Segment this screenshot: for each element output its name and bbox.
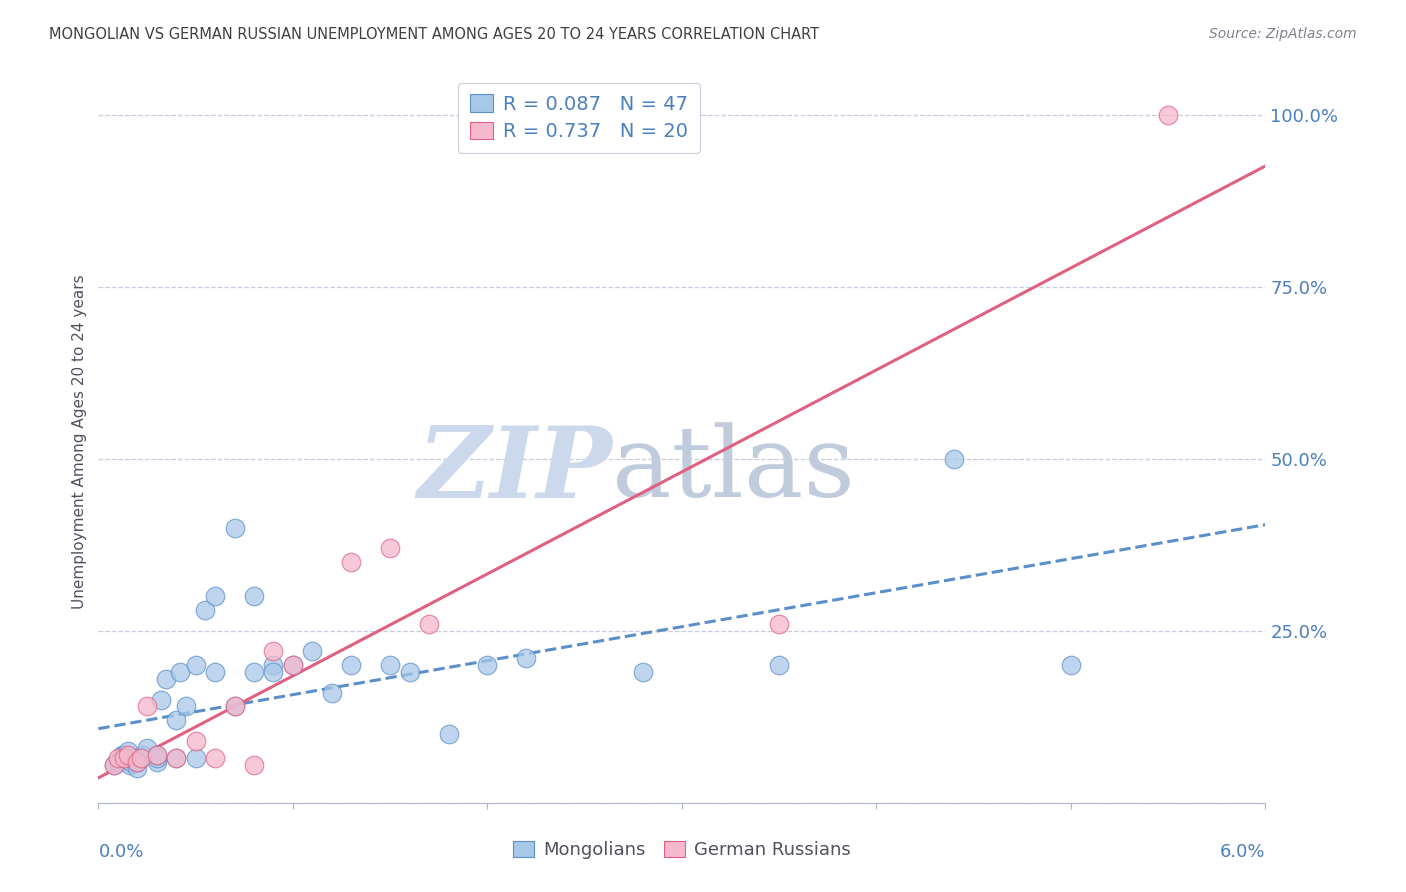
Point <box>194 603 217 617</box>
Point <box>174 699 197 714</box>
Text: MONGOLIAN VS GERMAN RUSSIAN UNEMPLOYMENT AMONG AGES 20 TO 24 YEARS CORRELATION C: MONGOLIAN VS GERMAN RUSSIAN UNEMPLOYMENT… <box>49 27 820 42</box>
Text: atlas: atlas <box>612 423 855 518</box>
Point <box>224 699 246 714</box>
Point <box>281 658 304 673</box>
Point <box>184 751 207 765</box>
Point <box>169 665 191 679</box>
Point <box>129 751 152 765</box>
Point <box>243 590 266 604</box>
Point <box>204 665 226 679</box>
Point <box>165 751 187 765</box>
Point <box>146 747 169 762</box>
Point <box>262 665 284 679</box>
Point <box>127 755 149 769</box>
Point <box>437 727 460 741</box>
Point <box>117 747 139 762</box>
Text: Source: ZipAtlas.com: Source: ZipAtlas.com <box>1209 27 1357 41</box>
Point <box>321 686 343 700</box>
Point <box>515 651 537 665</box>
Point <box>146 747 169 762</box>
Point <box>631 665 654 679</box>
Point <box>768 658 790 673</box>
Point <box>132 747 155 762</box>
Point <box>121 755 143 769</box>
Point <box>224 520 246 534</box>
Point <box>107 755 129 769</box>
Point <box>204 590 226 604</box>
Point <box>136 699 159 714</box>
Point <box>380 541 402 556</box>
Point <box>1060 658 1083 673</box>
Point <box>340 555 363 569</box>
Text: ZIP: ZIP <box>418 422 612 518</box>
Point <box>118 758 141 772</box>
Point <box>165 713 187 727</box>
Point <box>146 755 169 769</box>
Point <box>146 751 169 765</box>
Point <box>117 744 139 758</box>
Y-axis label: Unemployment Among Ages 20 to 24 years: Unemployment Among Ages 20 to 24 years <box>72 274 87 609</box>
Point <box>281 658 304 673</box>
Point <box>943 451 966 466</box>
Point <box>184 658 207 673</box>
Point <box>224 699 246 714</box>
Point <box>1157 108 1180 122</box>
Point <box>129 751 152 765</box>
Point <box>112 751 135 765</box>
Text: 6.0%: 6.0% <box>1220 843 1265 861</box>
Point <box>262 658 284 673</box>
Point <box>103 758 125 772</box>
Point <box>204 751 226 765</box>
Point <box>112 747 135 762</box>
Point <box>107 751 129 765</box>
Point <box>149 692 172 706</box>
Point <box>111 747 134 762</box>
Point <box>340 658 363 673</box>
Point <box>418 616 440 631</box>
Point <box>262 644 284 658</box>
Point <box>301 644 323 658</box>
Point <box>103 758 125 772</box>
Point <box>398 665 420 679</box>
Legend: Mongolians, German Russians: Mongolians, German Russians <box>505 833 859 866</box>
Point <box>243 758 266 772</box>
Point <box>136 740 159 755</box>
Point <box>243 665 266 679</box>
Point <box>155 672 177 686</box>
Point <box>768 616 790 631</box>
Point <box>477 658 499 673</box>
Point <box>122 751 145 765</box>
Point <box>165 751 187 765</box>
Point <box>184 734 207 748</box>
Point <box>127 755 149 769</box>
Point <box>117 751 139 765</box>
Point <box>127 761 149 775</box>
Point <box>380 658 402 673</box>
Text: 0.0%: 0.0% <box>98 843 143 861</box>
